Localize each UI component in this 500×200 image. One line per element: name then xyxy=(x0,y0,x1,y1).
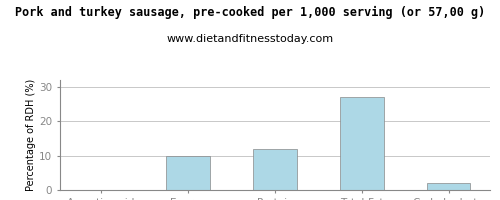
Bar xyxy=(340,97,384,190)
Text: Pork and turkey sausage, pre-cooked per 1,000 serving (or 57,00 g): Pork and turkey sausage, pre-cooked per … xyxy=(15,6,485,19)
Bar xyxy=(166,156,210,190)
Bar xyxy=(254,149,296,190)
Y-axis label: Percentage of RDH (%): Percentage of RDH (%) xyxy=(26,79,36,191)
Bar xyxy=(427,183,470,190)
Text: www.dietandfitnesstoday.com: www.dietandfitnesstoday.com xyxy=(166,34,334,44)
